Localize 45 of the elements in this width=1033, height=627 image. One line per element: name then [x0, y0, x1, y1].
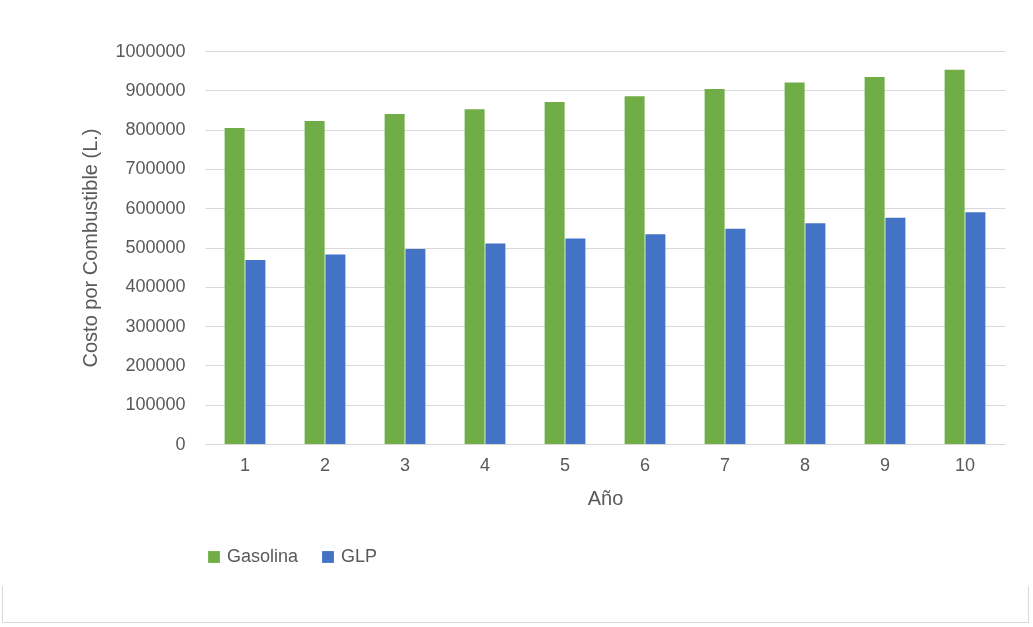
y-tick-label: 0	[175, 433, 186, 454]
x-tick-label: 2	[319, 454, 331, 475]
bar	[805, 223, 826, 444]
y-axis-title: Costo por Combustible (L.)	[79, 128, 102, 368]
x-tick-label: 3	[399, 454, 411, 475]
x-tick-label: 4	[479, 454, 491, 475]
bar	[944, 69, 965, 444]
y-tick-label: 500000	[125, 237, 186, 257]
x-tick-label: 8	[799, 454, 811, 475]
bar	[384, 113, 405, 444]
y-tick-label: 600000	[125, 197, 186, 218]
x-tick-label: 9	[879, 454, 891, 475]
x-tick-label: 6	[639, 454, 651, 475]
bar	[864, 76, 885, 444]
bar	[565, 238, 586, 444]
x-tick-label: 1	[239, 454, 251, 475]
bar	[485, 243, 506, 444]
y-tick-label: 800000	[125, 119, 186, 140]
bar	[544, 102, 565, 444]
bar	[645, 234, 666, 444]
bar	[245, 260, 266, 444]
y-tick-label: 700000	[125, 158, 186, 179]
x-tick-label: 5	[559, 454, 571, 475]
bar	[704, 89, 725, 444]
bar	[464, 109, 485, 444]
bar	[224, 128, 245, 444]
y-tick-label: 200000	[125, 354, 186, 375]
legend-label: Gasolina	[227, 546, 300, 566]
bar	[784, 82, 805, 444]
bar	[325, 254, 346, 444]
y-tick-label: 900000	[125, 79, 186, 100]
x-tick-label: 7	[719, 454, 731, 475]
bar	[624, 96, 645, 444]
y-tick-label: 100000	[125, 394, 186, 415]
y-tick-label: 1000000	[115, 40, 186, 61]
x-tick-label: 10	[954, 454, 976, 475]
bar	[405, 249, 426, 444]
y-tick-label: 300000	[125, 315, 186, 336]
bar	[725, 228, 746, 444]
bar	[885, 217, 906, 444]
legend-label: GLP	[341, 546, 378, 566]
bar	[965, 212, 986, 444]
x-axis-title: Año	[587, 486, 624, 509]
y-tick-label: 400000	[125, 276, 186, 297]
bar	[304, 120, 325, 444]
